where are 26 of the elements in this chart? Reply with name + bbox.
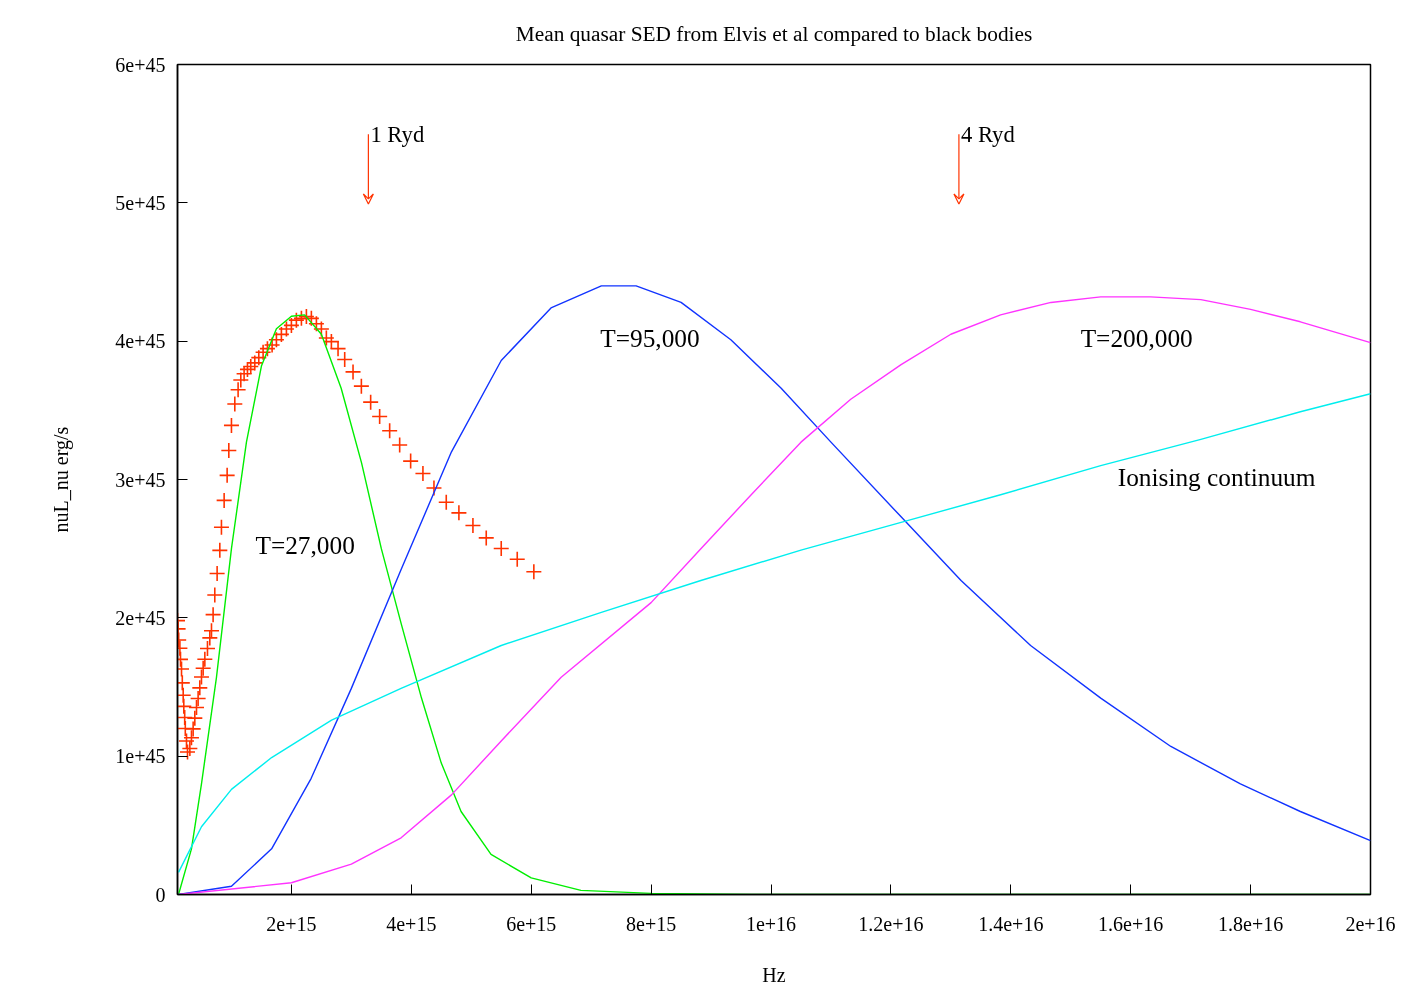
x-tick-label: 1.2e+16 bbox=[858, 912, 924, 935]
x-tick-label: 1e+16 bbox=[745, 912, 797, 935]
annotation: T=27,000 bbox=[255, 531, 355, 560]
annotation: 4 Ryd bbox=[960, 121, 1016, 147]
x-tick-label: 1.6e+16 bbox=[1098, 912, 1164, 935]
y-axis-title: nuL_nu erg/s bbox=[50, 426, 74, 533]
x-axis-title: Hz bbox=[762, 963, 786, 986]
x-tick-label: 2e+16 bbox=[1345, 912, 1396, 935]
chart-title: Mean quasar SED from Elvis et al compared to black bodies bbox=[515, 21, 1033, 46]
annotation: 1 Ryd bbox=[370, 121, 425, 147]
y-tick-label: 3e+45 bbox=[115, 468, 166, 491]
y-tick-label: 1e+45 bbox=[115, 745, 166, 768]
annotation: T=95,000 bbox=[600, 323, 700, 352]
x-tick-label: 1.4e+16 bbox=[978, 912, 1044, 935]
x-tick-label: 2e+15 bbox=[266, 912, 317, 935]
x-tick-label: 1.8e+16 bbox=[1218, 912, 1284, 935]
x-tick-label: 8e+15 bbox=[626, 912, 677, 935]
y-tick-label: 4e+45 bbox=[115, 330, 166, 353]
x-tick-label: 6e+15 bbox=[506, 912, 557, 935]
y-tick-label: 0 bbox=[155, 883, 166, 906]
y-tick-label: 2e+45 bbox=[115, 606, 166, 629]
x-tick-label: 4e+15 bbox=[386, 912, 437, 935]
y-tick-label: 6e+45 bbox=[115, 53, 166, 76]
annotation: T=200,000 bbox=[1080, 323, 1193, 352]
y-tick-label: 5e+45 bbox=[115, 191, 166, 214]
annotation: Ionising continuum bbox=[1117, 463, 1316, 492]
